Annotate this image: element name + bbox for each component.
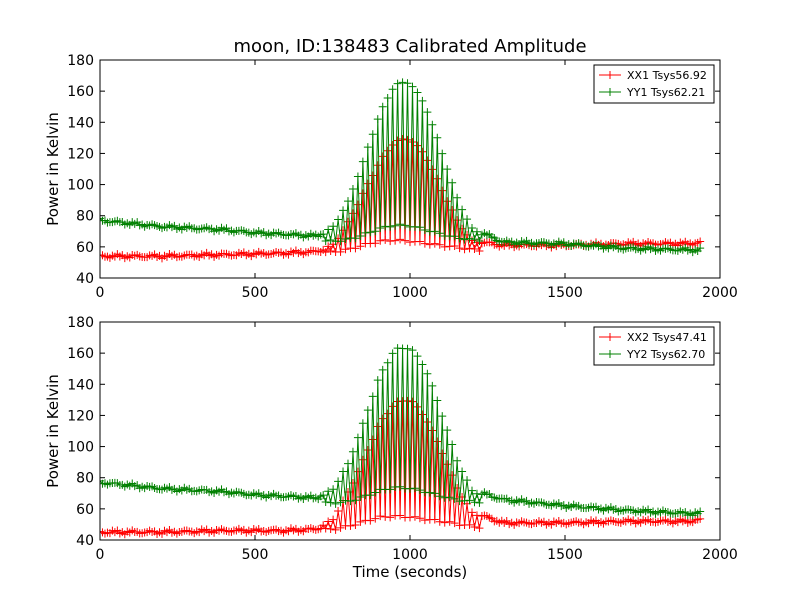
plot-area-1 xyxy=(100,78,705,263)
y-tick-label: 120 xyxy=(67,408,94,424)
x-tick-label: 1500 xyxy=(547,285,583,301)
legend: XX1 Tsys56.92 YY1 Tsys62.21 xyxy=(593,64,715,104)
legend-label: YY1 Tsys62.21 xyxy=(626,86,705,99)
y-tick-label: 100 xyxy=(67,178,94,194)
x-tick-label: 0 xyxy=(96,285,105,301)
x-tick-label: 1500 xyxy=(547,547,583,563)
series-1 xyxy=(100,396,705,539)
y-tick-label: 140 xyxy=(67,115,94,131)
y-tick-label: 180 xyxy=(67,315,94,331)
legend-label: YY2 Tsys62.70 xyxy=(626,348,705,361)
legend-label: XX2 Tsys47.41 xyxy=(627,331,707,344)
x-tick-label: 2000 xyxy=(702,285,738,301)
y-tick-label: 80 xyxy=(76,471,94,487)
legend-box xyxy=(593,326,715,366)
legend-marker xyxy=(606,88,614,96)
y-tick-label: 60 xyxy=(76,240,94,256)
x-tick-label: 500 xyxy=(242,285,269,301)
y-tick-label: 160 xyxy=(67,346,94,362)
legend-marker xyxy=(606,350,614,358)
y-axis-label: Power in Kelvin xyxy=(44,374,62,488)
y-tick-label: 120 xyxy=(67,146,94,162)
series-2 xyxy=(100,344,705,520)
y-tick-label: 80 xyxy=(76,209,94,225)
legend-label: XX1 Tsys56.92 xyxy=(627,69,707,82)
plots-container: 0 500 1000 1500 2000406080100120140160180Pow… xyxy=(44,53,738,581)
x-tick-label: 1000 xyxy=(392,547,428,563)
series-line xyxy=(100,348,701,517)
legend: XX2 Tsys47.41 YY2 Tsys62.70 xyxy=(593,326,715,366)
y-tick-label: 100 xyxy=(67,440,94,456)
series-2 xyxy=(100,78,705,257)
legend-marker xyxy=(606,71,614,79)
y-tick-label: 60 xyxy=(76,502,94,518)
y-tick-label: 140 xyxy=(67,377,94,393)
y-axis-label: Power in Kelvin xyxy=(44,112,62,226)
y-tick-label: 40 xyxy=(76,271,94,287)
series-line xyxy=(100,400,701,535)
legend-marker xyxy=(606,333,614,341)
x-axis-label: Time (seconds) xyxy=(352,563,468,581)
legend-box xyxy=(593,64,715,104)
series-line xyxy=(100,82,701,253)
chart-title: moon, ID:138483 Calibrated Amplitude xyxy=(233,36,586,57)
chart-panel-2: 0 500 1000 1500 2000 40 60 80 100 120 140 160 180 Pow… xyxy=(44,315,738,581)
x-tick-label: 2000 xyxy=(702,547,738,563)
x-tick-label: 1000 xyxy=(392,285,428,301)
series-line xyxy=(100,139,701,260)
x-tick-label: 0 xyxy=(96,547,105,563)
x-tick-label: 500 xyxy=(242,547,269,563)
y-tick-label: 40 xyxy=(76,533,94,549)
y-tick-label: 160 xyxy=(67,84,94,100)
y-tick-label: 180 xyxy=(67,53,94,69)
plot-area-2 xyxy=(100,344,705,539)
chart-panel-1: 0 500 1000 1500 2000 40 60 80 100 120 140 160 180 Pow… xyxy=(44,53,738,301)
